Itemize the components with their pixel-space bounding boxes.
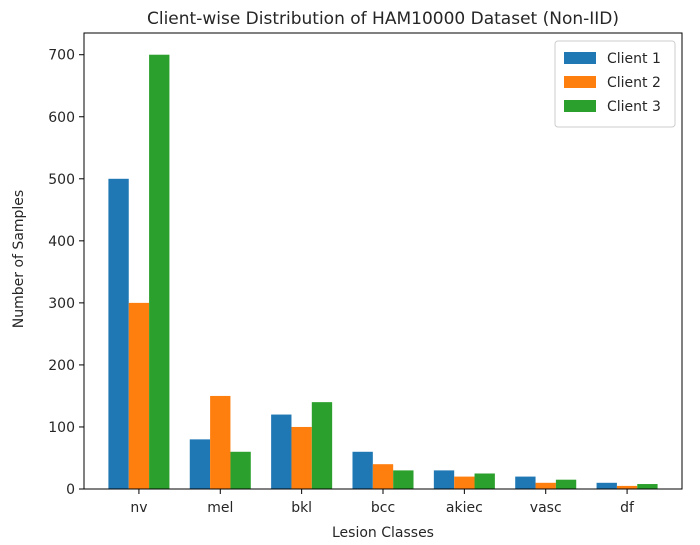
bar-akiec-client-1 (433, 470, 455, 489)
x-axis: nv mel bkl bcc akiec vasc df (130, 489, 635, 516)
bar-mel-client-2 (210, 395, 231, 489)
y-tick-label: 600 (48, 110, 75, 126)
y-tick-label: 700 (48, 48, 75, 64)
x-tick-label-akiec: akiec (446, 500, 483, 516)
y-axis: 0 100 200 300 400 500 600 700 (48, 48, 84, 498)
bars-layer (108, 54, 658, 490)
bar-bkl-client-3 (311, 402, 333, 489)
bar-mel-client-3 (230, 451, 251, 489)
legend: Client 1 Client 2 Client 3 (554, 40, 676, 128)
bar-bcc-client-1 (352, 451, 373, 489)
bar-bkl-client-1 (271, 414, 292, 489)
legend-label-client-2: Client 2 (607, 75, 661, 91)
x-tick-label-bkl: bkl (291, 500, 312, 516)
x-tick-label-vasc: vasc (530, 500, 562, 516)
y-axis-label: Number of Samples (11, 190, 27, 328)
legend-swatch-client-2 (564, 76, 596, 88)
x-tick-label-nv: nv (130, 500, 147, 516)
bar-nv-client-1 (108, 178, 129, 490)
legend-swatch-client-1 (564, 52, 596, 64)
legend-label-client-1: Client 1 (607, 51, 661, 67)
bar-df-client-2 (616, 485, 638, 489)
bar-akiec-client-2 (454, 476, 475, 489)
x-tick-label-df: df (620, 500, 635, 516)
legend-label-client-3: Client 3 (607, 99, 661, 115)
bar-nv-client-2 (128, 302, 150, 489)
plot-frame (83, 32, 683, 490)
bar-nv-client-3 (149, 54, 170, 489)
x-tick-label-mel: mel (207, 500, 233, 516)
bar-df-client-3 (637, 484, 658, 489)
bar-vasc-client-1 (515, 476, 536, 489)
chart-title: Client-wise Distribution of HAM10000 Dat… (147, 9, 619, 29)
bar-akiec-client-3 (474, 473, 495, 489)
bar-bcc-client-3 (393, 470, 414, 489)
y-tick-label: 0 (66, 482, 75, 498)
x-axis-label: Lesion Classes (332, 525, 434, 541)
y-tick-label: 300 (48, 296, 75, 312)
y-tick-label: 400 (48, 234, 75, 250)
bar-mel-client-1 (189, 439, 211, 489)
x-tick-label-bcc: bcc (371, 500, 395, 516)
bar-df-client-1 (596, 482, 617, 489)
y-tick-label: 500 (48, 172, 75, 188)
y-tick-label: 200 (48, 358, 75, 374)
bar-bcc-client-2 (372, 464, 394, 489)
bar-vasc-client-2 (535, 482, 556, 489)
y-tick-label: 100 (48, 420, 75, 436)
bar-vasc-client-3 (555, 479, 577, 489)
bar-bkl-client-2 (291, 426, 312, 489)
legend-swatch-client-3 (564, 100, 596, 112)
